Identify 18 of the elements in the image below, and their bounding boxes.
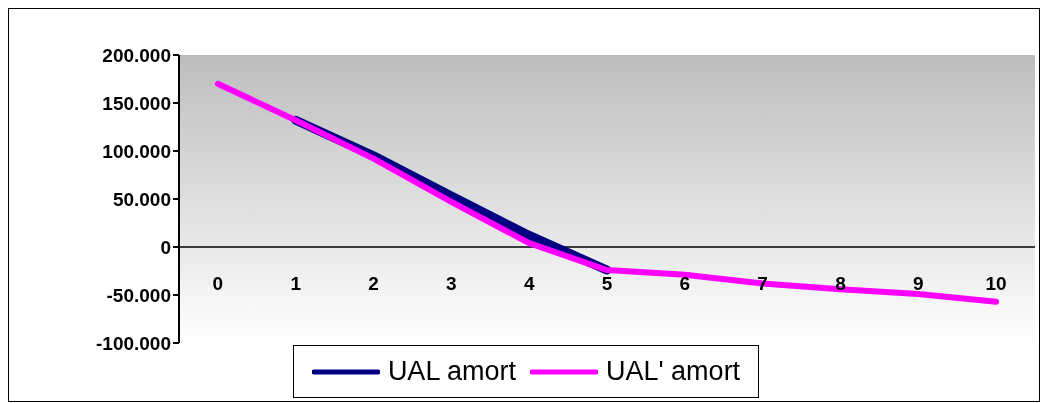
y-tick-label: 200.000 xyxy=(102,44,171,66)
y-tick-label: -100.000 xyxy=(95,332,171,354)
y-tick-label: 0 xyxy=(160,236,171,258)
y-tick-label: 150.000 xyxy=(102,92,171,114)
x-tick-label: 3 xyxy=(446,273,457,295)
x-tick-label: 4 xyxy=(523,273,535,295)
y-tick-label: 50.000 xyxy=(112,188,171,210)
x-tick-label: 5 xyxy=(601,273,613,295)
x-tick-label: 6 xyxy=(679,273,691,295)
x-tick-label: 2 xyxy=(368,273,379,295)
legend-label: UAL' amort xyxy=(605,356,741,387)
y-tick-label: -50.000 xyxy=(106,284,171,306)
y-tick-label: 100.000 xyxy=(102,140,171,162)
x-tick-label: 9 xyxy=(912,273,924,295)
x-tick-label: 10 xyxy=(985,273,1007,295)
x-tick-label: 0 xyxy=(212,273,224,295)
x-tick-label: 1 xyxy=(290,273,302,295)
legend-label: UAL amort xyxy=(387,356,516,387)
